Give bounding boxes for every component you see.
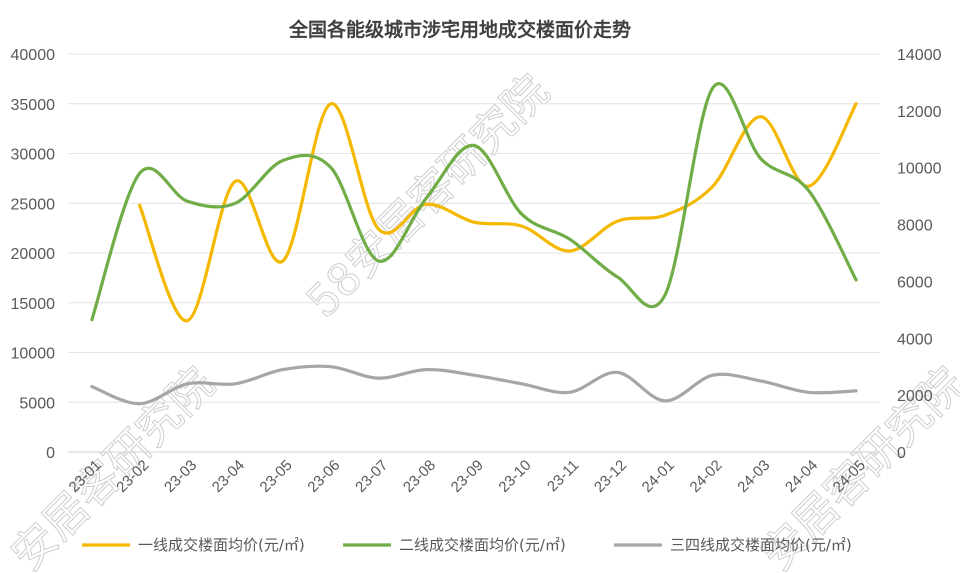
y-axis-right: 0 2000 4000 6000 8000 10000 12000 14000 [897, 47, 942, 462]
y-left-tick-label: 15000 [11, 296, 56, 313]
x-tick-label: 24-02 [686, 457, 725, 496]
x-tick-label: 23-03 [161, 457, 200, 496]
x-tick-label: 23-09 [448, 457, 487, 496]
y-axis-left: 0 5000 10000 15000 20000 25000 30000 35000 40000 [11, 47, 56, 462]
watermarks: 58安居客研究院 安居客研究院 安居客研究院 [1, 65, 960, 573]
y-right-tick-label: 6000 [897, 274, 933, 291]
x-tick-label: 23-06 [304, 457, 343, 496]
y-right-tick-label: 4000 [897, 331, 933, 348]
x-tick-label: 23-04 [209, 457, 248, 496]
x-axis: 23-01 23-02 23-03 23-04 23-05 23-06 23-07 23-08… [66, 457, 869, 496]
y-right-tick-label: 14000 [897, 47, 942, 64]
legend-label-3: 三四线成交楼面均价(元/㎡) [670, 536, 852, 554]
legend-label-1: 一线成交楼面均价(元/㎡) [138, 536, 305, 554]
x-tick-label: 23-08 [400, 457, 439, 496]
series-lines [90, 82, 858, 406]
x-tick-label: 23-11 [544, 457, 582, 495]
y-left-tick-label: 5000 [19, 395, 55, 412]
y-left-tick-label: 25000 [11, 196, 56, 213]
y-left-tick-label: 30000 [11, 147, 56, 164]
x-tick-label: 24-01 [639, 457, 678, 496]
x-tick-label: 23-12 [591, 457, 630, 496]
legend: 一线成交楼面均价(元/㎡) 二线成交楼面均价(元/㎡) 三四线成交楼面均价(元/㎡) [82, 536, 852, 554]
series-line-2 [90, 82, 858, 322]
x-tick-label: 23-10 [495, 457, 534, 496]
y-left-tick-label: 40000 [11, 47, 56, 64]
grid [68, 53, 880, 453]
legend-label-2: 二线成交楼面均价(元/㎡) [399, 536, 566, 554]
y-right-tick-label: 8000 [897, 218, 933, 235]
y-right-tick-label: 2000 [897, 388, 933, 405]
y-left-tick-label: 0 [46, 445, 55, 462]
y-right-tick-label: 10000 [897, 161, 942, 178]
x-tick-label: 23-05 [257, 457, 296, 496]
y-left-tick-label: 35000 [11, 97, 56, 114]
x-tick-label: 23-07 [352, 457, 391, 496]
y-left-tick-label: 10000 [11, 346, 56, 363]
y-left-tick-label: 20000 [11, 246, 56, 263]
chart-title: 全国各能级城市涉宅用地成交楼面价走势 [288, 18, 631, 41]
x-tick-label: 24-03 [734, 457, 773, 496]
series-line-3 [90, 364, 858, 406]
y-right-tick-label: 0 [897, 445, 906, 462]
y-right-tick-label: 12000 [897, 104, 942, 121]
series-line-1 [138, 102, 858, 323]
